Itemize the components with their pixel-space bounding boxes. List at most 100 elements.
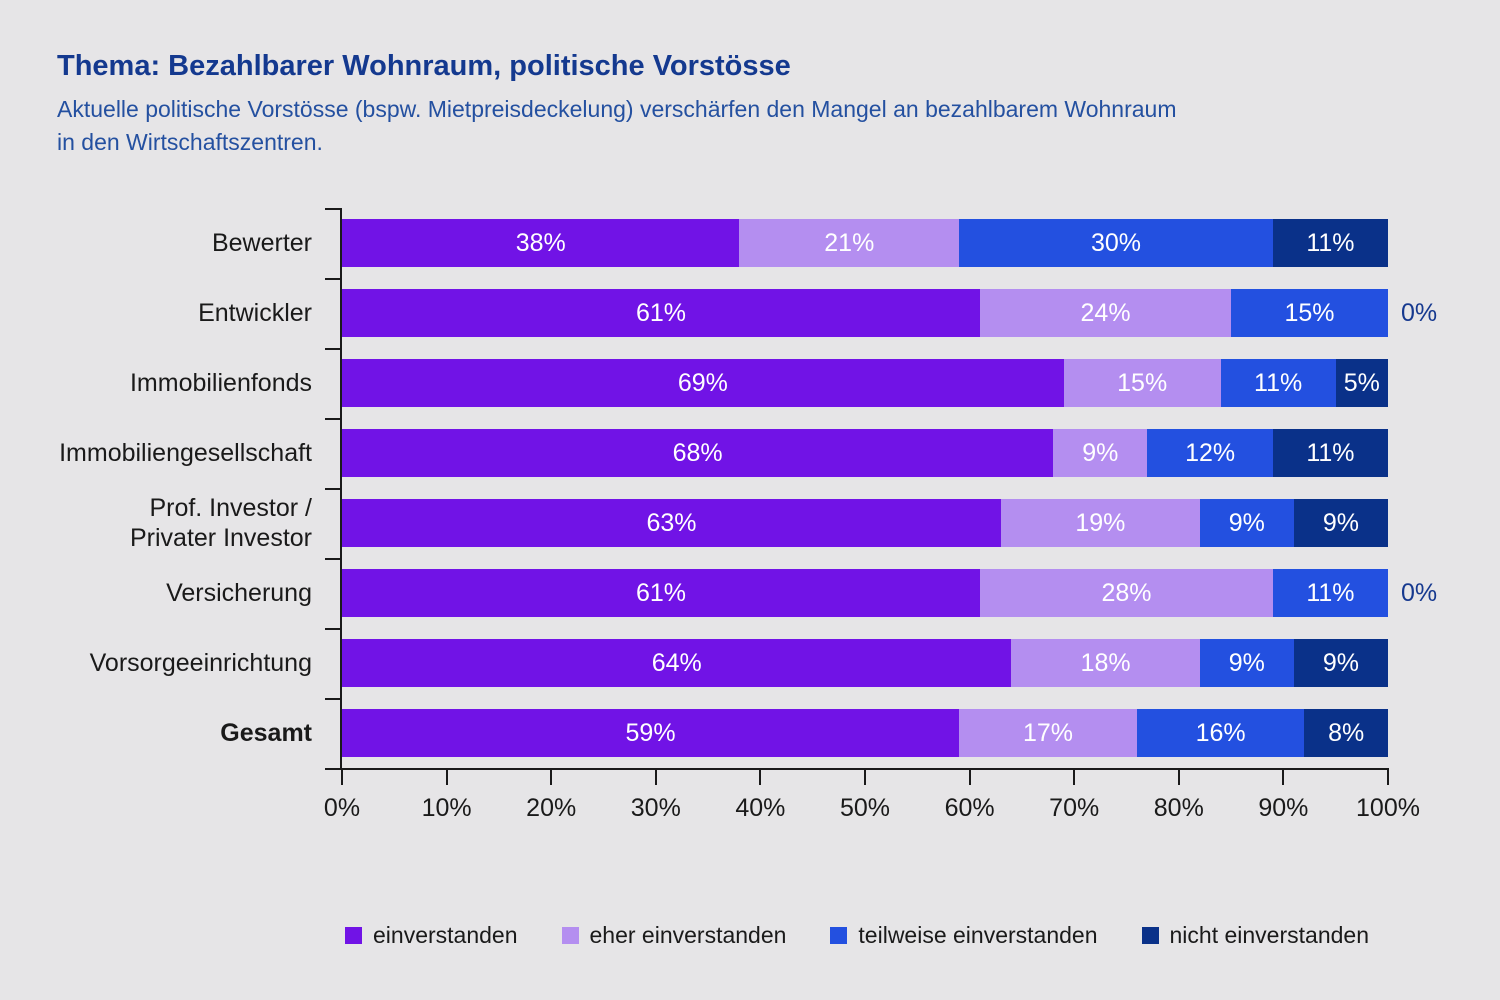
category-label: Vorsorgeeinrichtung (89, 649, 312, 677)
bar-segment-teilweise-einverstanden: 16% (1136, 709, 1305, 757)
y-axis-tick (325, 348, 341, 350)
bar-segment-einverstanden: 61% (342, 569, 981, 617)
legend-swatch (561, 927, 579, 944)
segment-value-label: 38% (515, 228, 566, 257)
bar-row: Gesamt 59% 17% 16% 8% (220, 698, 1388, 768)
segment-value-label: 9% (1228, 648, 1265, 677)
bar-segment-eher-einverstanden: 15% (1063, 359, 1221, 407)
bar-segment-teilweise-einverstanden: 12% (1147, 429, 1273, 477)
segment-value-label: 69% (677, 368, 728, 397)
bar-segment-einverstanden: 69% (342, 359, 1064, 407)
bar-segment-teilweise-einverstanden: 30% (959, 219, 1273, 267)
bar-track: 38% 21% 30% 11% (342, 219, 1388, 267)
bar-track: 63% 19% 9% 9% (342, 499, 1388, 547)
segment-value-label: 64% (651, 648, 702, 677)
x-axis-tick-label: 80% (1153, 794, 1204, 822)
x-axis-tick-label: 60% (944, 794, 995, 822)
zero-value-label: 0% (1401, 298, 1438, 327)
bar-segment-nicht-einverstanden: 9% (1293, 499, 1388, 547)
x-axis-tick (550, 770, 553, 785)
bar-row: Versicherung 61% 28% 11% 0% (166, 558, 1437, 628)
chart-subtitle: Aktuelle politische Vorstösse (bspw. Mie… (57, 96, 1177, 155)
legend-item-nicht-einverstanden: nicht einverstanden (1141, 922, 1369, 949)
segment-value-label: 30% (1091, 228, 1142, 257)
bar-track: 68% 9% 12% 11% (342, 429, 1388, 477)
x-axis-tick (1177, 770, 1180, 785)
bar-segment-eher-einverstanden: 21% (739, 219, 960, 267)
x-axis-tick (445, 770, 448, 785)
segment-value-label: 12% (1185, 438, 1236, 467)
segment-value-label: 15% (1117, 368, 1168, 397)
y-axis-tick (325, 278, 341, 280)
x-axis-tick-label: 70% (1049, 794, 1100, 822)
segment-value-label: 68% (672, 438, 723, 467)
bar-segment-nicht-einverstanden: 11% (1272, 219, 1388, 267)
bar-row: Prof. Investor / Privater Investor 63% 19%… (130, 488, 1388, 558)
segment-value-label: 9% (1082, 438, 1119, 467)
bar-track: 61% 24% 15% 0% (342, 289, 1437, 337)
bar-track: 69% 15% 11% 5% (342, 359, 1388, 407)
segment-value-label: 8% (1328, 718, 1365, 747)
legend-label: teilweise einverstanden (858, 922, 1098, 948)
legend-swatch (1141, 927, 1159, 944)
segment-value-label: 19% (1075, 508, 1126, 537)
bar-track: 59% 17% 16% 8% (342, 709, 1388, 757)
segment-value-label: 28% (1101, 578, 1152, 607)
x-axis-tick-label: 10% (421, 794, 472, 822)
legend-item-eher-einverstanden: eher einverstanden (561, 922, 786, 949)
y-axis-tick (325, 208, 341, 210)
category-label: Immobiliengesellschaft (59, 439, 312, 467)
x-axis-tick-label: 40% (735, 794, 786, 822)
category-label: Immobilienfonds (129, 369, 312, 397)
bar-track: 61% 28% 11% 0% (342, 569, 1437, 617)
plot-area: Bewerter 38% 21% 30% 11% Entwickler 61% 24% 15% 0… (59, 208, 1437, 822)
legend-swatch (345, 927, 362, 944)
y-axis-line (340, 208, 342, 770)
legend-item-einverstanden: einverstanden (345, 922, 518, 949)
segment-value-label: 61% (636, 578, 687, 607)
bar-segment-teilweise-einverstanden: 11% (1220, 359, 1336, 407)
legend-label: nicht einverstanden (1169, 922, 1369, 948)
legend-item-teilweise-einverstanden: teilweise einverstanden (830, 922, 1098, 949)
x-axis-tick-label: 90% (1258, 794, 1309, 822)
x-axis-tick-label: 20% (526, 794, 577, 822)
x-axis-tick-label: 0% (323, 794, 361, 822)
category-label: Prof. Investor / Privater Investor (129, 494, 312, 552)
legend: einverstanden eher einverstanden teilweise… (345, 922, 1369, 949)
category-label: Entwickler (198, 299, 312, 327)
y-axis-tick (325, 698, 341, 700)
bar-track: 64% 18% 9% 9% (342, 639, 1388, 687)
bar-segment-eher-einverstanden: 24% (980, 289, 1232, 337)
segment-value-label: 17% (1023, 718, 1074, 747)
bar-segment-nicht-einverstanden: 11% (1272, 429, 1388, 477)
y-axis-tick (325, 488, 341, 490)
bar-segment-einverstanden: 63% (342, 499, 1001, 547)
bar-segment-einverstanden: 59% (342, 709, 960, 757)
bar-row: Bewerter 38% 21% 30% 11% (212, 208, 1388, 278)
bar-row: Immobiliengesellschaft 68% 9% 12% 11% (59, 418, 1388, 488)
bar-segment-eher-einverstanden: 17% (959, 709, 1137, 757)
x-axis-tick-label: 100% (1356, 794, 1420, 822)
bar-row: Entwickler 61% 24% 15% 0% (198, 278, 1437, 348)
x-axis-tick (1387, 770, 1389, 785)
x-axis-tick (341, 770, 343, 785)
x-axis-tick (1282, 770, 1285, 785)
bar-segment-eher-einverstanden: 18% (1011, 639, 1200, 687)
legend-swatch (830, 927, 848, 944)
segment-value-label: 9% (1322, 508, 1359, 537)
bar-segment-eher-einverstanden: 9% (1053, 429, 1148, 477)
y-axis-tick (325, 418, 341, 420)
bar-segment-teilweise-einverstanden: 15% (1231, 289, 1388, 337)
bar-segment-nicht-einverstanden: 5% (1335, 359, 1388, 407)
bar-segment-nicht-einverstanden: 8% (1304, 709, 1388, 757)
x-axis-tick (759, 770, 762, 785)
zero-value-label: 0% (1401, 578, 1438, 607)
x-axis-tick (654, 770, 657, 785)
bar-segment-einverstanden: 38% (342, 219, 740, 267)
segment-value-label: 5% (1343, 368, 1380, 397)
bar-segment-eher-einverstanden: 28% (980, 569, 1273, 617)
x-axis-tick (1073, 770, 1076, 785)
legend-label: einverstanden (373, 922, 518, 948)
segment-value-label: 9% (1228, 508, 1265, 537)
bar-segment-nicht-einverstanden: 9% (1293, 639, 1388, 687)
